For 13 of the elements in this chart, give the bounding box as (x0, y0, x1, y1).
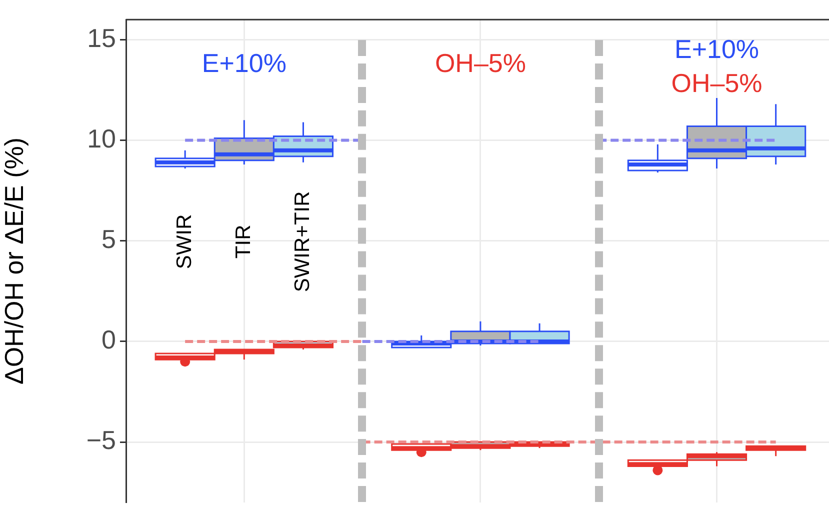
y-tick-label: 5 (102, 224, 116, 254)
annotation: OH–5% (671, 68, 762, 98)
annotation: E+10% (674, 34, 760, 64)
y-tick-label: 10 (87, 123, 116, 154)
y-tick-label: 0 (102, 324, 116, 355)
y-axis-title: ΔOH/OH or ΔE/E (%) (0, 137, 29, 385)
x-tick-label: SWIR+TIR (291, 191, 314, 292)
y-tick-label: 15 (87, 22, 116, 53)
x-tick-label: SWIR (172, 214, 196, 270)
y-tick-label: −5 (86, 425, 116, 456)
x-tick-label: TIR (232, 224, 255, 259)
annotation: OH–5% (434, 48, 526, 78)
annotation: E+10% (202, 48, 286, 78)
